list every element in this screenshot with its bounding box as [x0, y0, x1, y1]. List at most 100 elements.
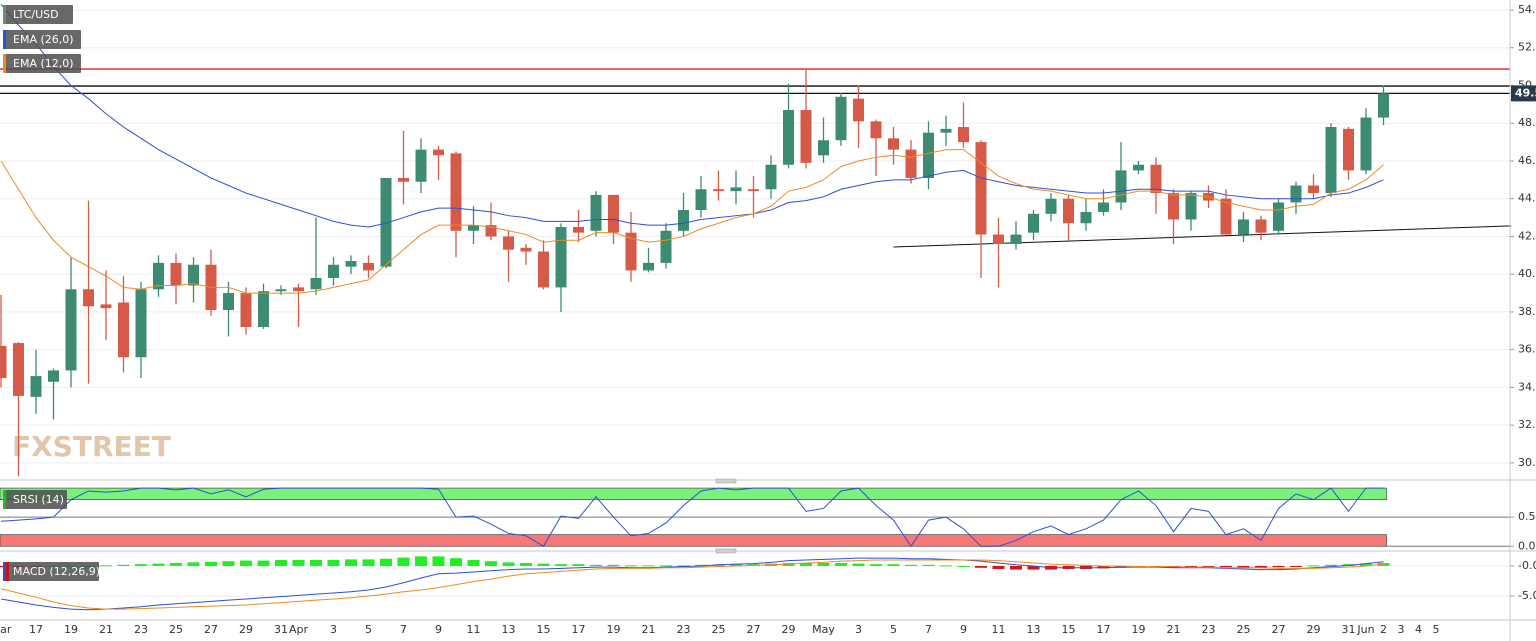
candle-body: [170, 262, 182, 286]
candle-body: [923, 132, 934, 178]
histogram-bar: [1307, 565, 1320, 567]
histogram-bar: [555, 564, 567, 566]
histogram-bar: [432, 556, 445, 566]
indicator-label-stripe: [3, 562, 6, 581]
histogram-bar: [940, 565, 952, 567]
histogram-bar: [905, 564, 917, 566]
histogram-bar: [415, 556, 427, 566]
legend-entry-stripe: [3, 30, 6, 49]
histogram-bar: [100, 565, 112, 567]
candle-body: [450, 153, 462, 231]
candle-body: [975, 142, 987, 235]
candle-body: [1343, 128, 1354, 171]
legend-entry-stripe: [3, 54, 6, 73]
histogram-bar: [957, 565, 970, 567]
candle-body: [65, 289, 77, 371]
candle-body: [0, 345, 7, 378]
x-tick-label: 5: [365, 623, 372, 636]
x-tick-label: Jun: [1356, 623, 1374, 636]
candle-body: [888, 138, 899, 150]
histogram-bar: [222, 561, 235, 566]
histogram-bar: [590, 564, 602, 566]
candle-body: [1010, 234, 1022, 245]
candle-body: [940, 128, 952, 133]
candle-body: [625, 232, 637, 271]
candle-body: [468, 225, 479, 231]
candle-body: [1115, 170, 1127, 203]
candle-body: [783, 110, 794, 165]
legend-entry-text: EMA (26,0): [13, 33, 74, 46]
candle-body: [30, 376, 42, 397]
candle-body: [135, 289, 147, 358]
histogram-bar: [695, 564, 707, 566]
candle-body: [503, 236, 514, 250]
x-tick-label: 19: [607, 623, 621, 636]
candle-body: [380, 177, 392, 267]
histogram-bar: [520, 562, 532, 566]
symbol-label-box: [3, 5, 73, 24]
candle-body: [1325, 127, 1337, 194]
y-tick-label: 0.5000: [1518, 510, 1536, 523]
x-tick-label: 11: [992, 623, 1006, 636]
candle-body: [258, 291, 269, 328]
x-tick-label: 11: [467, 623, 481, 636]
candle-body: [590, 194, 602, 231]
y-tick-label: 34.0000: [1518, 380, 1536, 393]
candle-body: [153, 262, 164, 290]
histogram-bar: [922, 564, 935, 566]
indicator-label-box: [3, 562, 99, 581]
candle-body: [100, 304, 112, 309]
y-tick-label: -0.0000: [1518, 559, 1536, 572]
x-tick-label: 17: [29, 623, 43, 636]
candle-body: [573, 227, 584, 233]
candle-body: [433, 149, 444, 156]
histogram-bar: [1272, 565, 1285, 568]
x-tick-label: 9: [960, 623, 967, 636]
histogram-bar: [397, 557, 410, 566]
y-tick-label: 54.0000: [1518, 3, 1536, 16]
indicator-label-stripe: [3, 490, 6, 509]
histogram-bar: [887, 564, 900, 566]
x-tick-label: Mar: [0, 623, 12, 636]
histogram-bar: [607, 564, 620, 566]
histogram-bar: [992, 565, 1005, 569]
pane-resize-handle[interactable]: [715, 548, 737, 554]
x-tick-label: 17: [572, 623, 586, 636]
histogram-bar: [1027, 565, 1040, 570]
indicator-stripe: [6, 562, 9, 581]
y-tick-label: 42.0000: [1518, 229, 1536, 242]
histogram-bar: [870, 564, 882, 566]
candle-body: [1360, 117, 1372, 171]
histogram-bar: [450, 558, 462, 566]
histogram-bar: [625, 565, 637, 567]
y-tick-label: 30.0000: [1518, 456, 1536, 469]
x-tick-label: 29: [1307, 623, 1321, 636]
x-tick-label: 29: [782, 623, 796, 636]
histogram-bar: [345, 559, 357, 566]
histogram-bar: [117, 564, 130, 566]
y-tick-label: 38.0000: [1518, 305, 1536, 318]
candle-body: [993, 234, 1004, 245]
x-tick-label: 4: [1415, 623, 1422, 636]
histogram-bar: [1255, 565, 1267, 568]
y-tick-label: 52.0000: [1518, 41, 1536, 54]
x-tick-label: 23: [677, 623, 691, 636]
candle-body: [1378, 93, 1389, 118]
pane-resize-handle[interactable]: [715, 478, 737, 484]
candle-body: [608, 194, 619, 233]
candle-body: [853, 98, 864, 122]
candle-body: [1133, 164, 1144, 171]
histogram-bar: [817, 562, 830, 566]
candle-body: [310, 277, 322, 290]
x-tick-label: 19: [64, 623, 78, 636]
candle-body: [678, 210, 689, 231]
candle-body: [188, 264, 199, 286]
candle-body: [835, 96, 847, 141]
histogram-bar: [712, 564, 725, 566]
histogram-bar: [1237, 565, 1250, 568]
candle-body: [1185, 193, 1197, 220]
candle-body: [223, 293, 234, 311]
srsi-line: [0, 487, 1384, 548]
